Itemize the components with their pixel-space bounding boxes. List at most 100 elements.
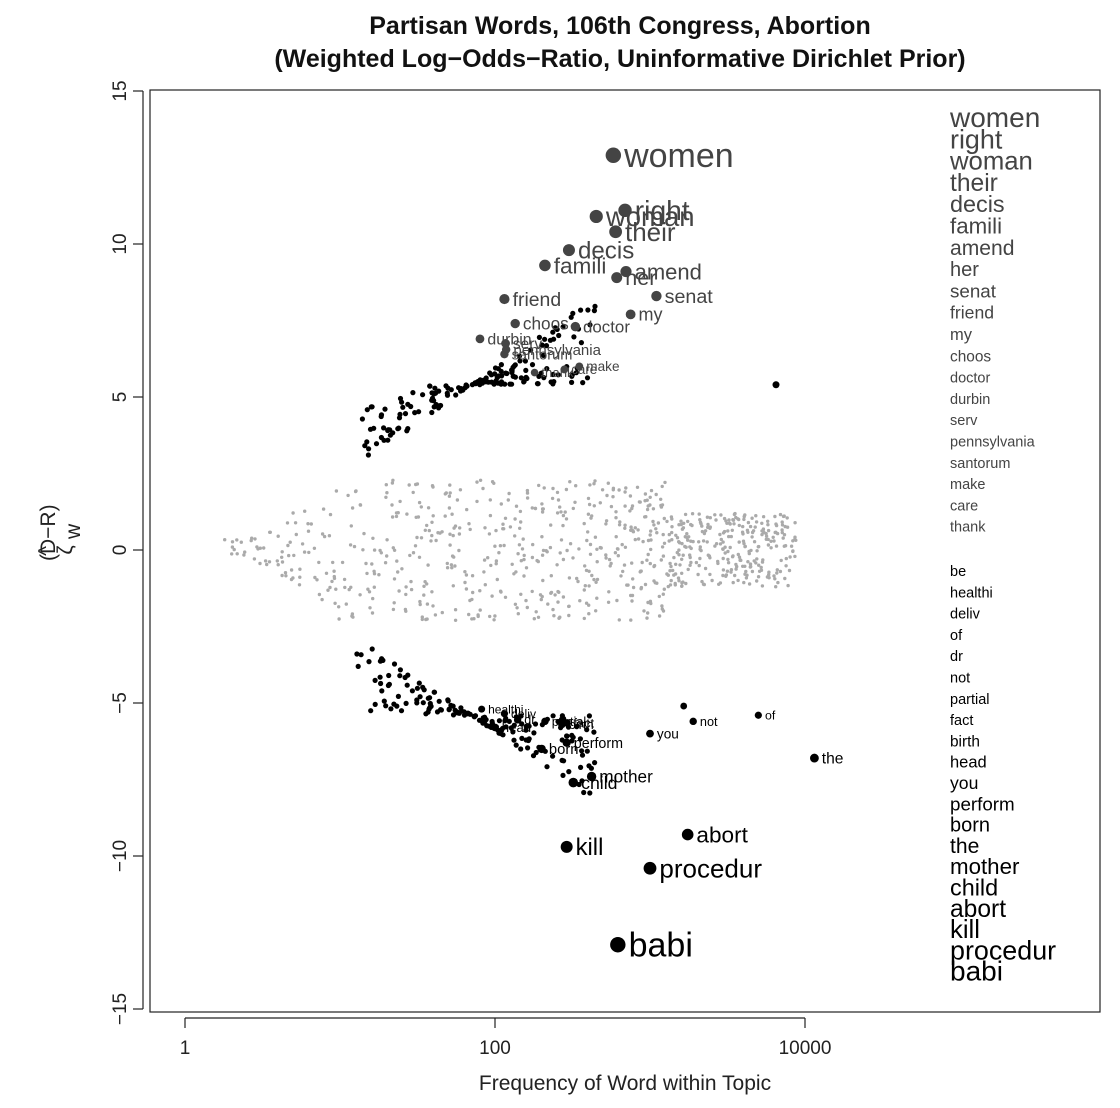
neutral-point (677, 523, 681, 527)
word-label: her (625, 266, 656, 290)
neutral-point (577, 547, 581, 551)
neutral-point (453, 524, 458, 528)
partisan-point (506, 718, 512, 725)
word-point (562, 244, 575, 257)
word-point (681, 828, 694, 841)
neutral-point (514, 504, 519, 508)
neutral-point (559, 538, 564, 542)
neutral-point (531, 542, 535, 547)
partisan-point (587, 322, 593, 328)
partisan-point (445, 697, 451, 703)
neutral-point (609, 561, 613, 566)
partisan-point (560, 324, 566, 330)
neutral-point (793, 554, 797, 559)
neutral-point (755, 557, 759, 561)
neutral-point (722, 516, 727, 521)
neutral-point (367, 590, 372, 594)
partisan-point (566, 769, 572, 775)
neutral-point (418, 602, 422, 607)
partisan-point (492, 371, 498, 377)
neutral-point (457, 532, 462, 536)
neutral-point (567, 613, 571, 618)
neutral-point (698, 547, 702, 551)
neutral-point (368, 606, 372, 610)
neutral-point (516, 612, 520, 616)
neutral-point (757, 563, 761, 567)
column-word: the (950, 835, 979, 858)
partisan-point (498, 362, 504, 368)
neutral-point (678, 563, 682, 567)
neutral-point (646, 600, 650, 605)
neutral-point (390, 503, 394, 507)
column-word: birth (950, 733, 980, 750)
neutral-point (582, 616, 586, 621)
neutral-point (453, 618, 458, 622)
column-word: woman (949, 148, 1033, 176)
partisan-point (456, 710, 462, 716)
neutral-point (622, 563, 627, 567)
neutral-point (510, 562, 514, 566)
neutral-point (672, 573, 676, 577)
neutral-point (766, 523, 770, 527)
neutral-point (780, 523, 785, 527)
neutral-point (587, 502, 592, 507)
neutral-point (630, 599, 634, 603)
partisan-point (458, 386, 464, 392)
partisan-point (570, 734, 576, 740)
neutral-point (533, 506, 537, 511)
partisan-point (523, 374, 529, 380)
partisan-point (433, 390, 439, 396)
neutral-point (756, 545, 760, 549)
neutral-point (328, 512, 333, 517)
neutral-point (587, 584, 591, 588)
partisan-point (416, 409, 422, 415)
column-word: amend (950, 237, 1015, 260)
neutral-point (708, 556, 712, 560)
neutral-point (668, 561, 672, 566)
neutral-point (365, 571, 369, 576)
partisan-point (568, 314, 574, 320)
partisan-point (570, 310, 576, 316)
column-word: partial (950, 692, 990, 708)
neutral-point (676, 576, 681, 580)
neutral-point (263, 559, 268, 563)
neutral-point (445, 561, 449, 566)
neutral-point (337, 605, 341, 609)
column-word: their (950, 170, 998, 197)
partisan-point (536, 334, 543, 340)
neutral-point (540, 594, 544, 599)
word-point (558, 720, 566, 729)
partisan-point (495, 373, 502, 379)
partisan-point (366, 446, 372, 452)
neutral-point (743, 513, 747, 517)
partisan-point (578, 307, 584, 313)
neutral-point (702, 582, 706, 587)
partisan-point (359, 416, 365, 422)
neutral-point (243, 550, 247, 554)
partisan-point (431, 398, 437, 404)
word-label: perform (574, 736, 623, 752)
neutral-point (275, 559, 279, 563)
partisan-point (421, 687, 427, 693)
word-point (618, 203, 632, 218)
word-label: you (657, 726, 679, 741)
neutral-point (761, 530, 766, 534)
partisan-point (512, 362, 518, 368)
neutral-point (607, 557, 612, 562)
word-point (589, 209, 603, 224)
partisan-point (431, 404, 437, 410)
neutral-point (564, 487, 569, 492)
neutral-point (493, 614, 497, 618)
neutral-point (604, 556, 608, 560)
neutral-point (717, 582, 721, 586)
neutral-point (660, 604, 664, 608)
word-label: my (639, 305, 663, 325)
neutral-point (407, 483, 411, 487)
neutral-point (788, 555, 792, 559)
neutral-point (423, 580, 427, 584)
neutral-point (789, 544, 794, 548)
neutral-point (703, 529, 708, 533)
neutral-point (685, 532, 689, 536)
neutral-point (586, 496, 591, 501)
neutral-point (467, 522, 471, 526)
